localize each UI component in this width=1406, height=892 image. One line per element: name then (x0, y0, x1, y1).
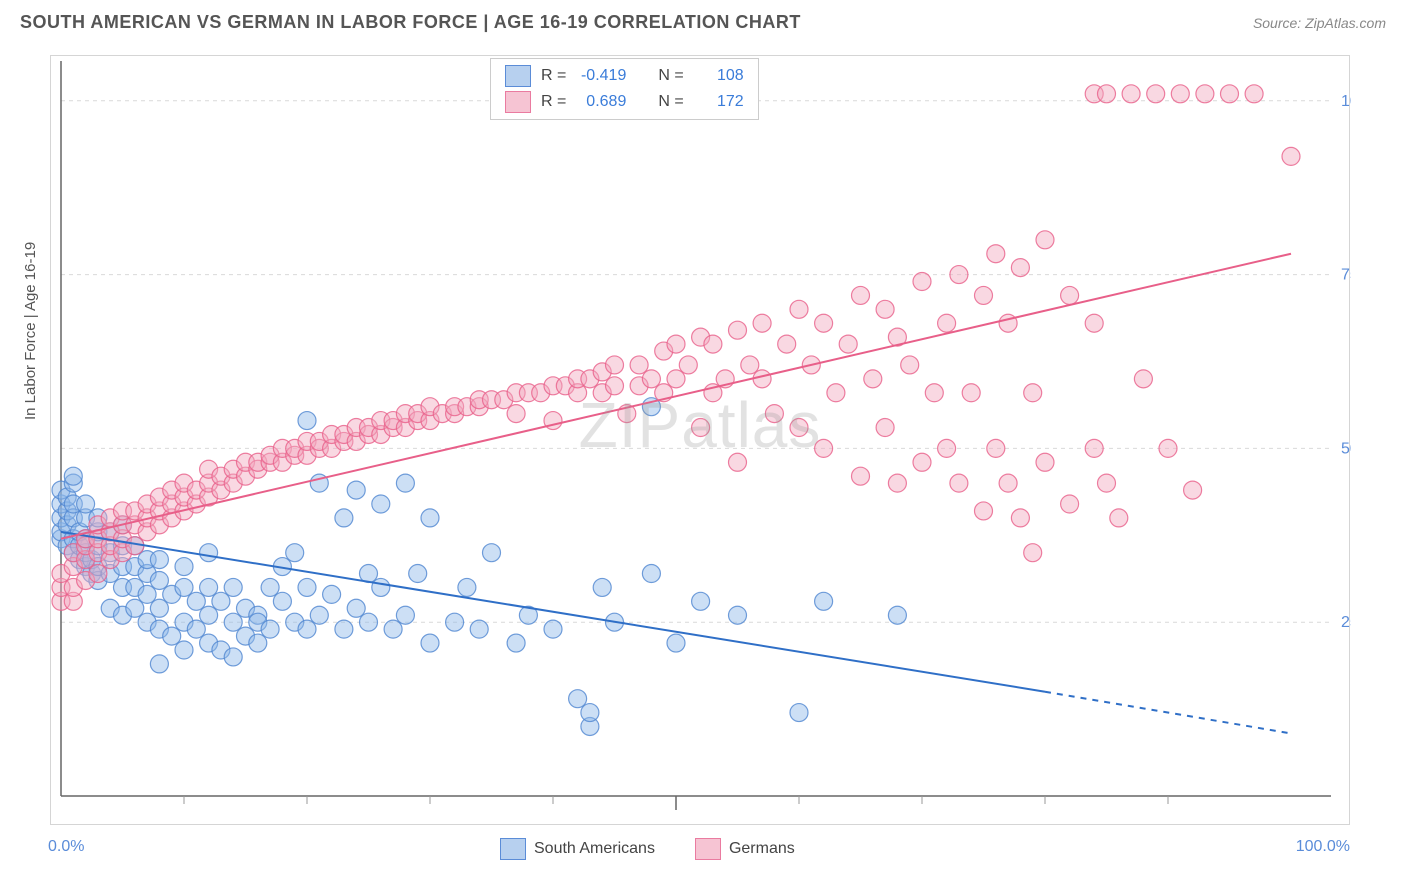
svg-text:75.0%: 75.0% (1341, 267, 1351, 284)
svg-text:50.0%: 50.0% (1341, 440, 1351, 457)
y-axis-label: In Labor Force | Age 16-19 (22, 242, 39, 420)
chart-container: 25.0%50.0%75.0%100.0% ZIPatlas (50, 55, 1350, 825)
scatter-chart: 25.0% 50.0% 75.0% 100.0% (51, 56, 1351, 826)
legend-label-ge: Germans (729, 840, 795, 858)
source-text: Source: ZipAtlas.com (1253, 15, 1386, 31)
svg-text:100.0%: 100.0% (1341, 93, 1351, 110)
svg-text:25.0%: 25.0% (1341, 614, 1351, 631)
swatch-blue (500, 838, 526, 860)
r-value-pink: 0.689 (576, 93, 626, 111)
legend-stats: R = -0.419 N = 108 R = 0.689 N = 172 (490, 58, 759, 120)
r-value-blue: -0.419 (576, 67, 626, 85)
chart-title: SOUTH AMERICAN VS GERMAN IN LABOR FORCE … (20, 12, 801, 33)
legend-item-ge: Germans (695, 838, 795, 860)
swatch-pink (695, 838, 721, 860)
legend-label-sa: South Americans (534, 840, 655, 858)
swatch-pink (505, 91, 531, 113)
legend-item-sa: South Americans (500, 838, 655, 860)
x-tick-100: 100.0% (1296, 838, 1350, 856)
r-label: R = (541, 93, 566, 111)
legend-bottom: South Americans Germans (500, 838, 795, 860)
legend-row-pink: R = 0.689 N = 172 (505, 89, 744, 115)
r-label: R = (541, 67, 566, 85)
n-value-pink: 172 (694, 93, 744, 111)
n-label: N = (658, 93, 683, 111)
n-value-blue: 108 (694, 67, 744, 85)
legend-row-blue: R = -0.419 N = 108 (505, 63, 744, 89)
n-label: N = (658, 67, 683, 85)
header: SOUTH AMERICAN VS GERMAN IN LABOR FORCE … (0, 0, 1406, 41)
x-tick-0: 0.0% (48, 838, 84, 856)
swatch-blue (505, 65, 531, 87)
